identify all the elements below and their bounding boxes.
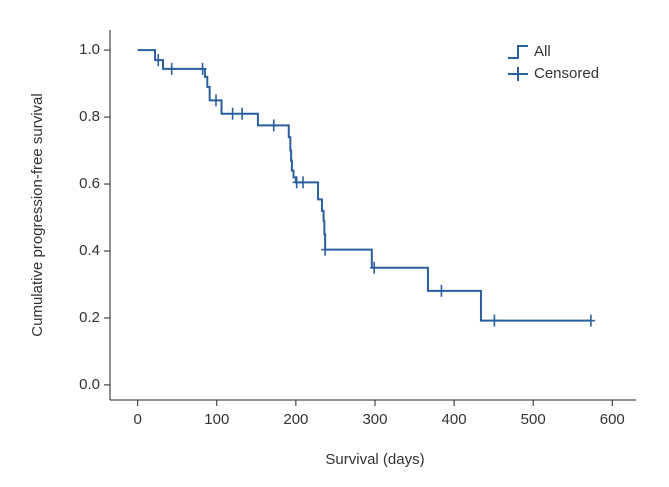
censor-mark — [238, 107, 247, 120]
censor-mark — [228, 107, 237, 120]
x-tick-label: 300 — [362, 411, 387, 428]
censor-mark — [586, 314, 595, 327]
censor-mark — [167, 62, 176, 75]
legend-label: Censored — [534, 65, 599, 82]
y-tick-label: 0.2 — [79, 309, 100, 326]
censor-mark — [298, 176, 307, 189]
censor-mark — [321, 243, 330, 256]
legend-swatch — [508, 45, 528, 59]
survival-curve — [137, 49, 591, 322]
censor-mark — [154, 54, 163, 67]
censor-mark — [370, 261, 379, 274]
y-axis-label: Cumulative progression-free survival — [29, 93, 46, 336]
x-tick-label: 200 — [283, 411, 308, 428]
censor-mark — [437, 284, 446, 297]
x-tick-label: 500 — [521, 411, 546, 428]
y-tick-label: 0.4 — [79, 242, 100, 259]
censor-mark — [198, 62, 207, 75]
y-tick-label: 0.0 — [79, 376, 100, 393]
censor-mark — [269, 119, 278, 132]
y-tick-label: 0.8 — [79, 108, 100, 125]
x-tick-label: 100 — [204, 411, 229, 428]
x-tick-label: 600 — [600, 411, 625, 428]
y-tick-label: 0.6 — [79, 175, 100, 192]
censor-mark — [490, 314, 499, 327]
x-tick-label: 0 — [134, 411, 142, 428]
legend-label: All — [534, 43, 551, 60]
x-axis-label: Survival (days) — [325, 451, 424, 468]
x-tick-label: 400 — [442, 411, 467, 428]
censor-mark — [211, 94, 220, 107]
y-tick-label: 1.0 — [79, 41, 100, 58]
